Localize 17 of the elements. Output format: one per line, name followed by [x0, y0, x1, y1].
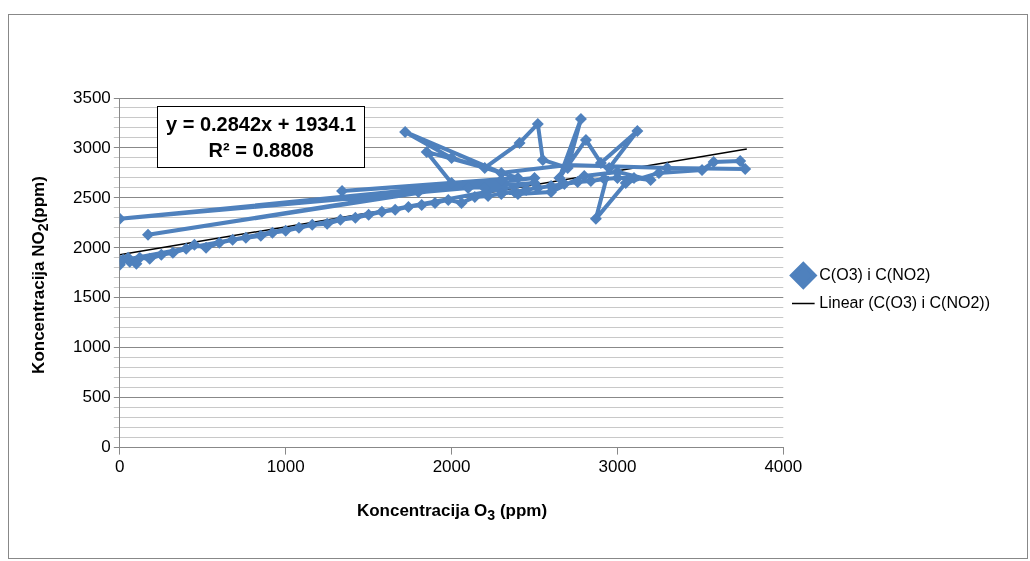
y-tick-label: 2500 [72, 187, 111, 207]
legend-label: Linear (C(O3) i C(NO2)) [819, 293, 990, 311]
y-tick-label: 1000 [72, 337, 111, 357]
y-tick-label: 1500 [72, 287, 111, 307]
legend-label: C(O3) i C(NO2) [819, 265, 931, 283]
x-tick-label: 4000 [764, 457, 803, 477]
y-tick-label: 2000 [72, 237, 111, 257]
y-tick-label: 0 [101, 437, 111, 457]
y-tick-label: 500 [82, 387, 111, 407]
x-tick-label: 0 [115, 457, 125, 477]
annotation: y = 0.2842x + 1934.1 R² = 0.8808 [157, 106, 366, 168]
y-tick-label: 3500 [72, 87, 111, 107]
x-tick-label: 1000 [266, 457, 305, 477]
x-tick-label: 2000 [432, 457, 471, 477]
x-axis-title: Koncentracija O$_{3}$ (ppm) [356, 500, 548, 524]
y-tick-label: 3000 [72, 137, 111, 157]
x-tick-label: 3000 [598, 457, 637, 477]
